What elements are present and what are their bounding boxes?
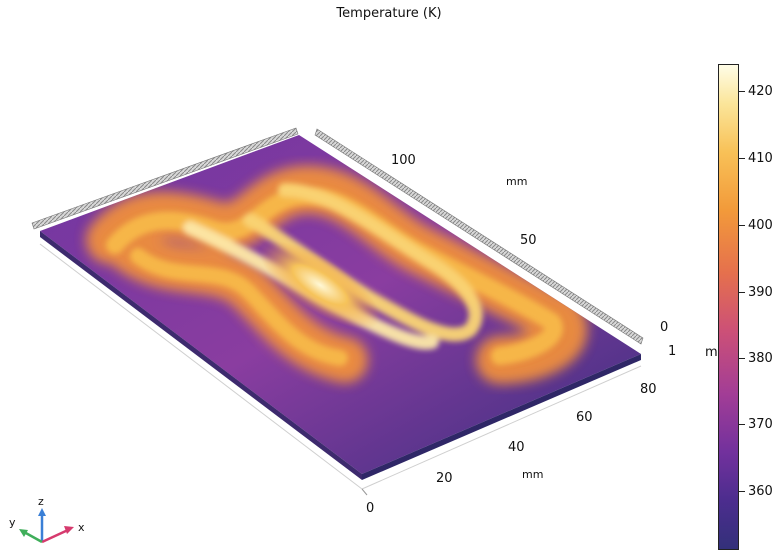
colorbar-label-380: 380	[748, 351, 773, 366]
x-axis-unit: mm	[522, 468, 543, 481]
triad-y-label: y	[9, 516, 16, 529]
triad-x-label: x	[78, 521, 85, 534]
y-axis-rail	[31, 127, 299, 230]
y-tick-0: 0	[660, 320, 668, 335]
colorbar-tick	[739, 491, 745, 492]
x-tick-20: 20	[436, 471, 453, 486]
floor-grid	[39, 243, 642, 490]
y-tick-100: 100	[391, 153, 416, 168]
colorbar	[718, 64, 739, 550]
x-tick-80: 80	[640, 382, 657, 397]
triad-z-label: z	[38, 495, 44, 508]
z-axis-ticks: 1 m	[668, 344, 718, 360]
colorbar-tick	[739, 292, 745, 293]
x-back-axis-rail	[314, 128, 644, 345]
colorbar-label-410: 410	[748, 151, 773, 166]
y-axis-unit: mm	[506, 175, 527, 188]
x-axis-ticks: 0 20 40 60 80 mm	[361, 382, 657, 516]
y-axis-ticks: 100 50 0 mm	[391, 153, 668, 335]
y-arrow-icon	[19, 529, 28, 537]
colorbar-tick	[739, 225, 745, 226]
colorbar-label-420: 420	[748, 84, 773, 99]
colorbar-tick	[739, 158, 745, 159]
y-tick-50: 50	[520, 233, 537, 248]
colorbar-label-370: 370	[748, 417, 773, 432]
colorbar-label-400: 400	[748, 218, 773, 233]
plot-title: Temperature (K)	[336, 6, 442, 21]
colorbar-tick	[739, 358, 745, 359]
temperature-plate	[40, 135, 641, 480]
colorbar-label-390: 390	[748, 285, 773, 300]
axis-orientation-triad: z x y	[9, 495, 85, 544]
x-tick-60: 60	[576, 410, 593, 425]
colorbar-label-360: 360	[748, 484, 773, 499]
colorbar-tick	[739, 91, 745, 92]
x-tick-0: 0	[366, 501, 374, 516]
z-tick-1: 1	[668, 344, 676, 359]
x-tick-40: 40	[508, 440, 525, 455]
x-arrow-icon	[64, 526, 74, 534]
colorbar-tick	[739, 424, 745, 425]
z-arrow-icon	[38, 508, 46, 516]
z-axis-unit: m	[705, 345, 718, 360]
